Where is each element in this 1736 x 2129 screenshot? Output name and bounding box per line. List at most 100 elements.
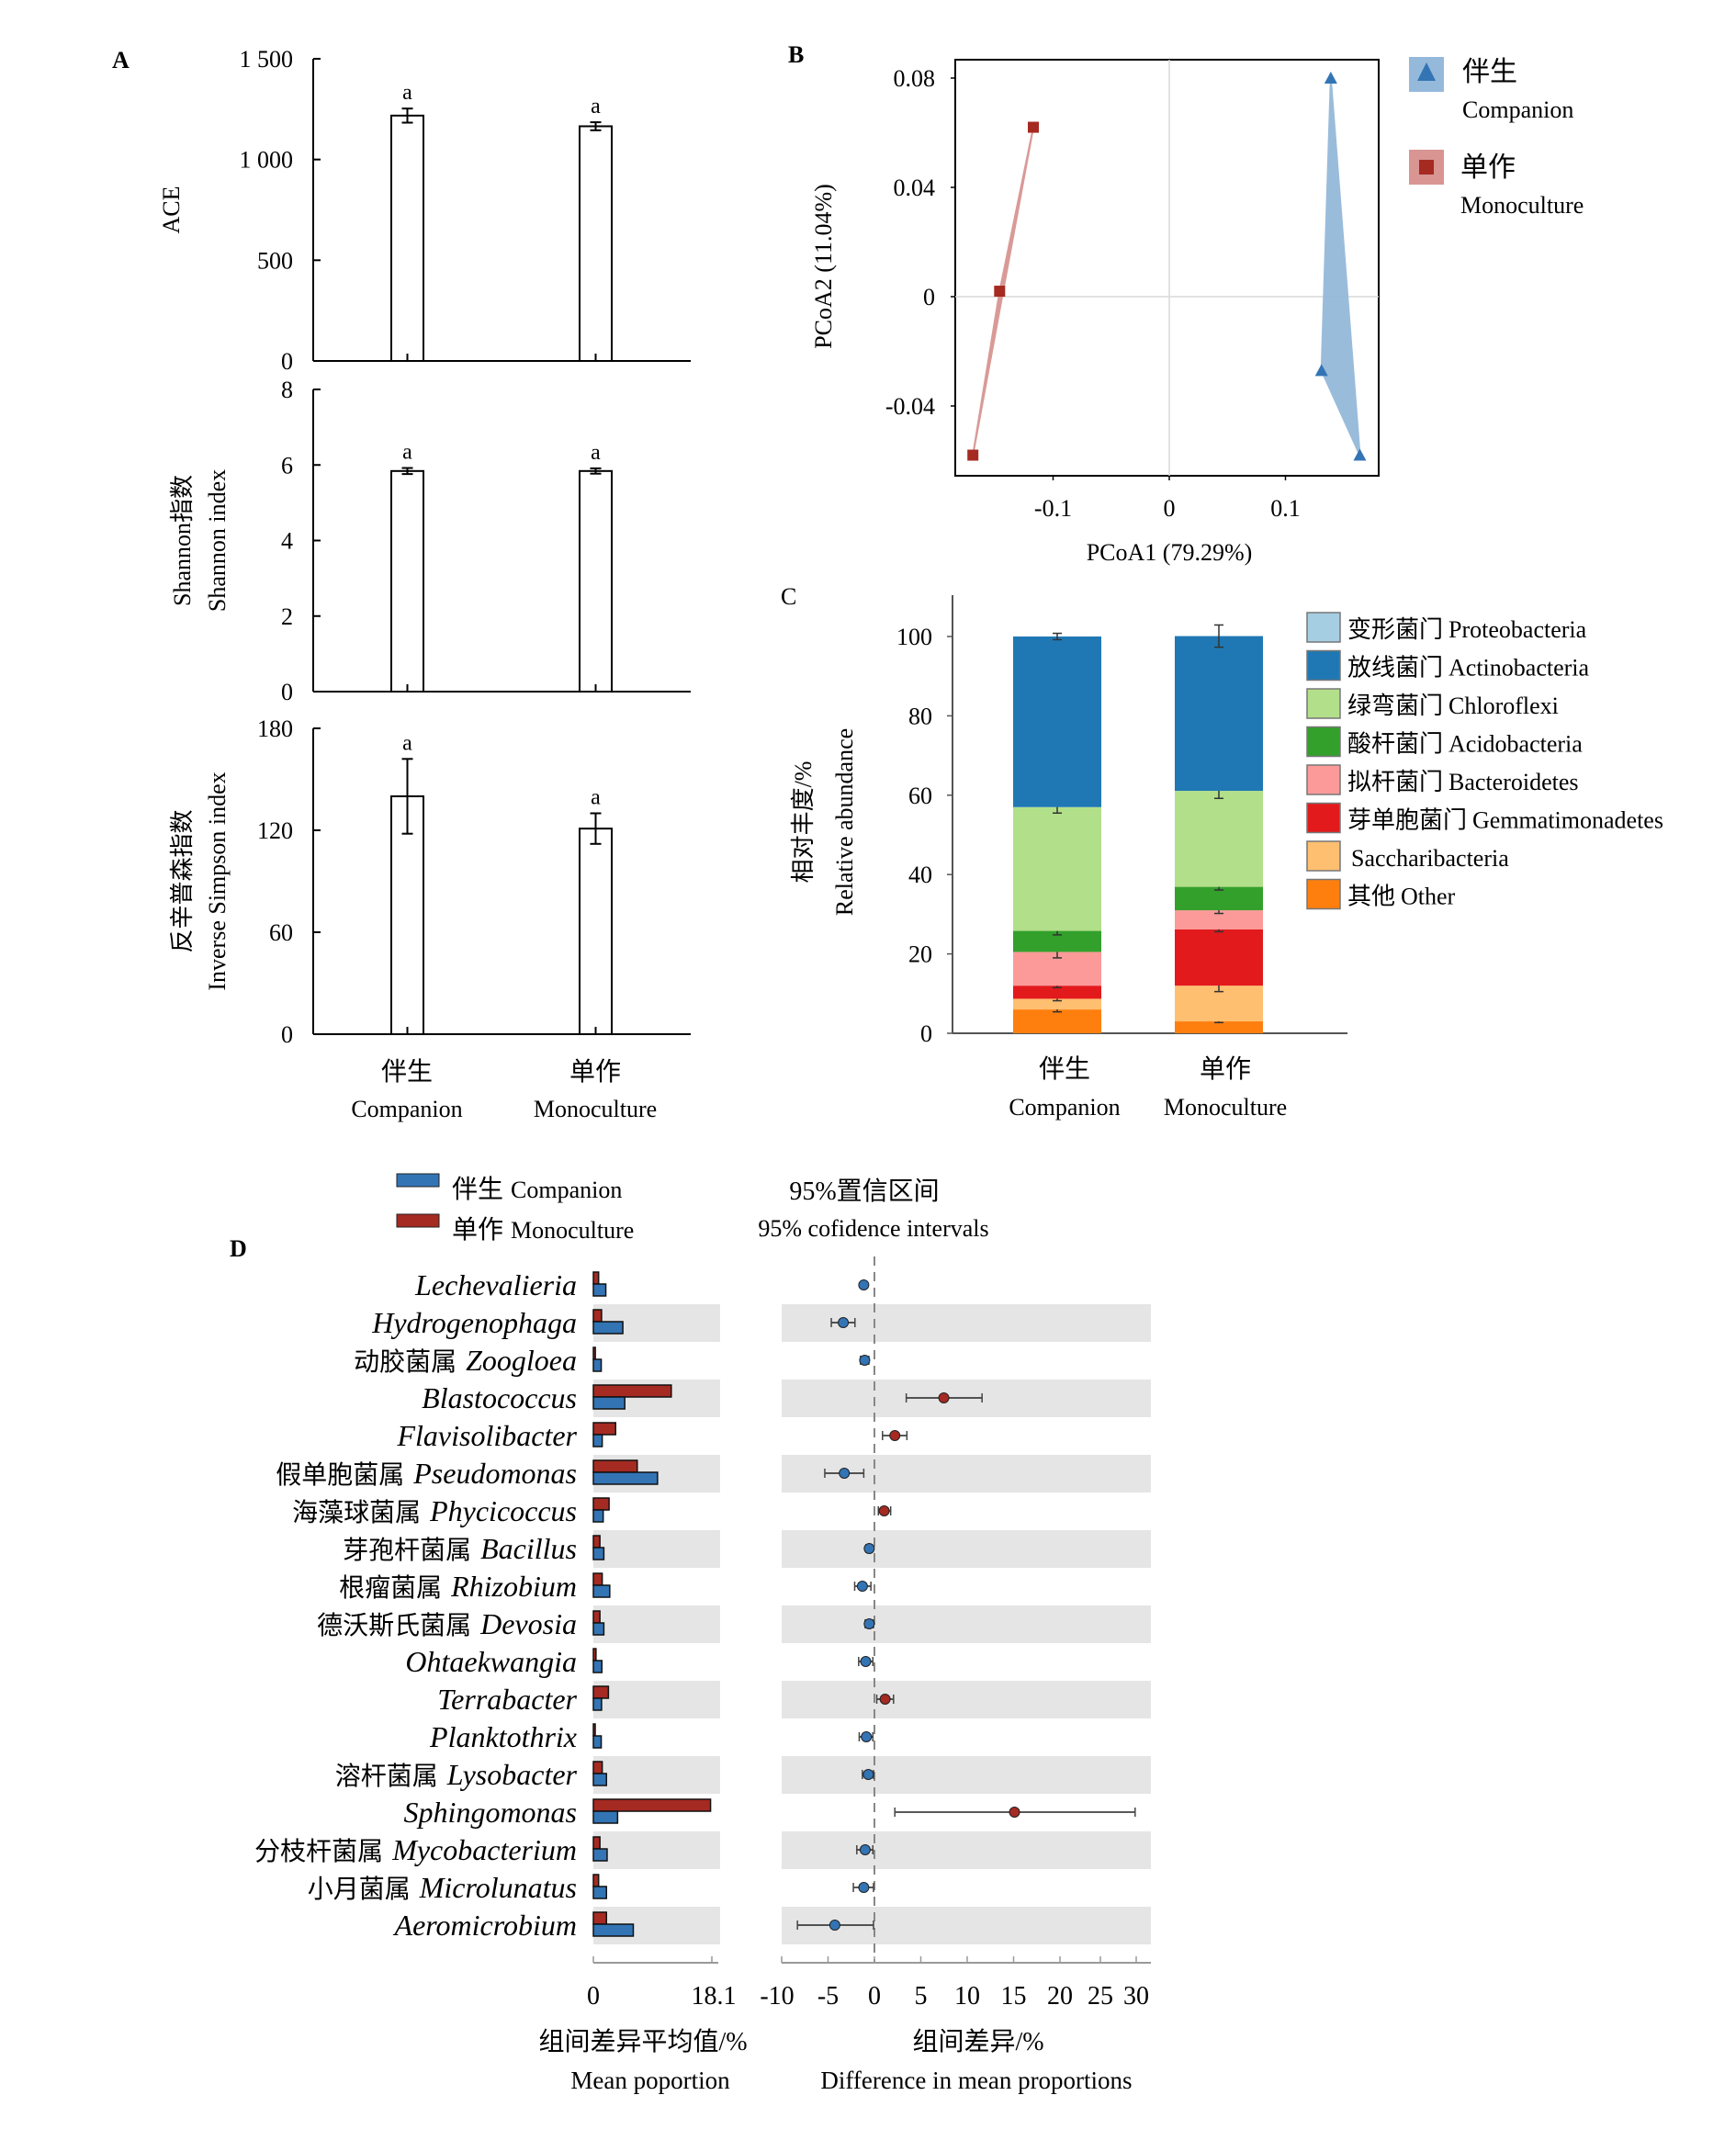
genus-row: Blastococcus [422,1381,983,1414]
row-band [593,1605,720,1643]
genus-label: 海藻球菌属 Phycicoccus [292,1494,577,1527]
subchart-A-ace: 0 500 1 000 1 500 a a ACE [158,46,691,375]
genus-name-cn: 动胶菌属 [354,1347,457,1377]
diff-point [860,1656,872,1667]
genus-label: Planktothrix [429,1720,577,1753]
segment-chloroflexi [1013,806,1101,931]
segment-actinobacteria [1175,636,1263,792]
legend-swatch-acidobacteria [1306,726,1341,758]
bar-x-axis-title-en: Mean poportion [570,2067,730,2094]
y-tick-label: 1 000 [240,147,294,174]
legend-label-acidobacteria: 酸杆菌门 Acidobacteria [1347,731,1583,758]
legend-label-en: Acidobacteria [1449,731,1583,758]
legend-label-cn: 酸杆菌门 [1347,731,1443,758]
legend-label-companion: 伴生 Companion [452,1175,622,1204]
diff-point [858,1279,870,1290]
genus-label: 芽孢杆菌属 Bacillus [343,1532,577,1565]
legend-swatch-gemmatimonadetes [1306,802,1341,834]
bar-monoculture [592,1346,596,1360]
panel-label-d: D [230,1235,247,1262]
ci-x-tick-label: -5 [817,1982,839,2011]
category-label-en: Monoculture [1164,1094,1287,1121]
bar-companion [592,1584,611,1598]
genus-name-latin: Devosia [479,1607,577,1640]
genus-name-latin: Rhizobium [450,1570,577,1603]
data-point-monoculture [967,449,979,461]
legend-label-en: Saccharibacteria [1351,845,1509,872]
bar-monoculture [592,1874,600,1887]
bar-monoculture [579,469,613,693]
genus-row: 动胶菌属 Zoogloea [354,1344,871,1377]
bar-x-tick-label: 18.1 [692,1982,737,2011]
bar-companion [390,114,424,363]
genus-name-latin: Pseudomonas [412,1457,577,1490]
bar-companion [592,1396,626,1410]
bar-monoculture [592,1610,601,1624]
legend-label-saccharibacteria: Saccharibacteria [1351,845,1509,872]
bar-monoculture [592,1685,610,1699]
bar-x-axis-title-cn: 组间差异平均值/% [538,2027,747,2056]
genus-row: Lechevalieria [414,1268,870,1301]
panel-b-pcoa: -0.1 0 0.1 -0.04 0 0.04 0.08 PCoA1 (79.29%) PCoA… [810,57,1584,566]
genus-row: 溶杆菌属 Lysobacter [335,1758,874,1791]
panel-label-b: B [788,41,804,68]
bar-companion [592,1471,659,1485]
bar-monoculture [592,1723,596,1737]
y-axis-title-cn: 相对丰度/% [790,761,817,884]
segment-actinobacteria [1013,636,1101,807]
y-tick-label: 0.04 [894,175,936,201]
genus-row: 假单胞菌属 Pseudomonas [276,1457,865,1490]
ci-title-en: 95% cofidence intervals [758,1215,988,1242]
bar-monoculture [579,828,613,1036]
genus-name-latin: Flavisolibacter [396,1419,577,1452]
diff-point [838,1317,850,1328]
bar-companion [592,1283,607,1297]
significance-letter: a [591,786,601,810]
legend-label-en: Actinobacteria [1449,655,1589,682]
genus-name-latin: Ohtaekwangia [405,1645,577,1678]
diff-point [863,1543,875,1554]
genus-label: 小月菌属 Microlunatus [308,1871,577,1904]
bar-companion [592,1434,603,1447]
legend-label-cn: 绿弯菌门 [1347,693,1443,719]
panel-a-alpha-diversity: 0 500 1 000 1 500 a a ACE 0 2 4 6 8 a a Shannon指数 Shann… [158,46,691,1122]
legend-swatch-chloroflexi [1306,688,1341,719]
segment-other [1013,1009,1101,1033]
data-point-companion [1353,448,1367,461]
y-axis-title: Relative abundance [831,728,858,916]
bar-companion [592,1810,619,1824]
ci-x-tick-label: 15 [1001,1982,1027,2011]
legend-label-cn: 单作 [452,1215,503,1245]
ci-x-tick-label: 5 [915,1982,928,2011]
legend-label-en: Monoculture [1460,192,1584,219]
significance-letter: a [402,81,412,105]
stacked-bar-companion [1013,632,1101,1033]
significance-letter: a [402,731,412,755]
bar-x-tick-label: 0 [587,1982,600,2011]
legend-label-monoculture: 单作 Monoculture [452,1215,634,1245]
y-tick-label: 0 [920,1020,932,1047]
y-tick-label: 0 [281,348,293,375]
x-axis-title: PCoA1 (79.29%) [1087,539,1253,566]
y-tick-label: 120 [257,817,293,844]
ci-x-tick-label: 30 [1123,1982,1149,2011]
bar-monoculture [592,1836,601,1850]
diff-point [839,1468,851,1479]
category-label-cn: 伴生 [1039,1054,1090,1084]
y-tick-label: 0 [281,1021,293,1048]
panel-c-composition: 0 20 40 60 80 100 伴生 Companion 单作 Monoculture 相对丰度… [790,595,1663,1121]
y-tick-label: 80 [908,703,932,729]
genus-name-latin: Hydrogenophaga [371,1306,577,1339]
category-label-en: Companion [1009,1094,1120,1121]
legend-swatch-proteobacteria [1306,612,1341,643]
legend-label-cn: 芽单胞菌门 [1347,807,1467,834]
diff-point [829,1920,840,1931]
legend-label-cn: 拟杆菌门 [1347,769,1443,795]
genus-label: 溶杆菌属 Lysobacter [335,1758,578,1791]
row-band [593,1530,720,1568]
genus-name-cn: 溶杆菌属 [335,1762,438,1791]
genus-name-latin: Zoogloea [466,1344,577,1377]
significance-letter: a [591,441,601,465]
y-tick-label: 2 [281,603,293,630]
row-band [593,1681,720,1718]
